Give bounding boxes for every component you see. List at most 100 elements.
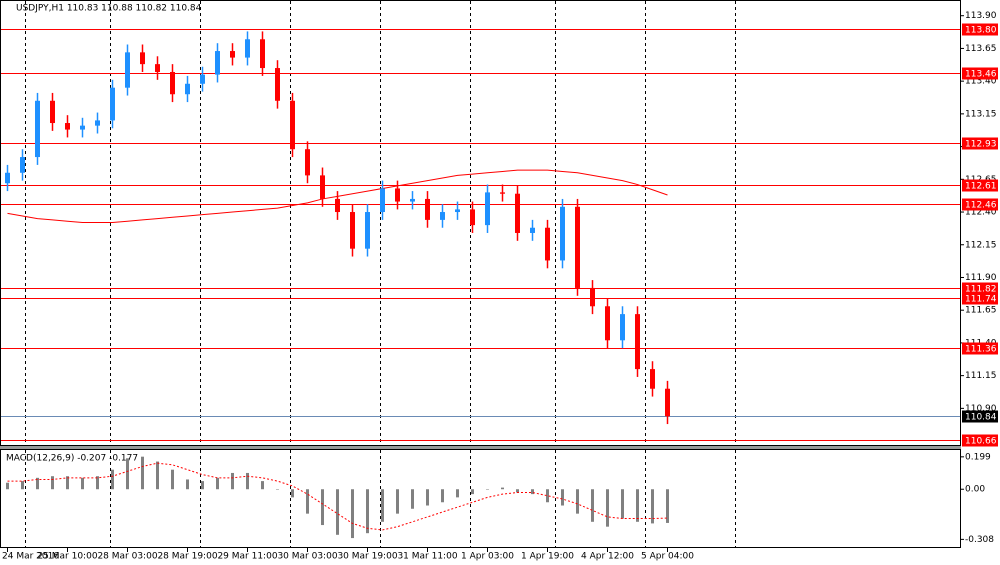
x-tick-label: 30 Mar 03:00	[277, 552, 337, 562]
candle-body	[95, 120, 100, 126]
candle-body	[155, 64, 160, 72]
macd-bar	[81, 477, 84, 490]
level-tag	[962, 292, 998, 305]
x-tick-label: 1 Apr 03:00	[461, 552, 514, 562]
level-label: 111.82	[965, 285, 997, 295]
y-tick-label: 113.65	[965, 44, 997, 54]
macd-bar	[96, 476, 99, 490]
level-tag	[962, 67, 998, 80]
x-tick-label: 31 Mar 11:00	[397, 552, 457, 562]
candle-body	[80, 125, 85, 130]
level-tag	[962, 198, 998, 211]
last-price-label: 110.84	[965, 413, 997, 423]
macd-bar	[501, 487, 504, 490]
x-tick-label: 24 Mar 2016	[2, 552, 59, 562]
y-tick-label: 111.65	[965, 306, 997, 316]
candle-body	[590, 287, 595, 307]
last-price-tag	[962, 410, 998, 423]
macd-bar	[456, 489, 459, 498]
candle-body	[485, 192, 490, 226]
candle-body	[215, 51, 220, 75]
macd-bar	[126, 458, 129, 490]
macd-bar	[201, 481, 204, 490]
macd-bar	[141, 456, 144, 490]
y-tick-label: 113.15	[965, 109, 997, 119]
candle-body	[560, 206, 565, 261]
macd-bar	[516, 489, 519, 493]
candle-body	[380, 188, 385, 213]
macd-y-tick-label: 0.199	[965, 452, 991, 462]
macd-bar	[441, 489, 444, 503]
macd-bar	[231, 472, 234, 490]
candle-body	[230, 51, 235, 58]
macd-bar	[396, 489, 399, 514]
candle-body	[575, 206, 580, 288]
macd-bar	[216, 477, 219, 490]
candle-body	[335, 198, 340, 213]
macd-y-tick-label: 0.00	[965, 485, 985, 495]
macd-bar	[291, 489, 294, 498]
x-tick-label: 28 Mar 03:00	[97, 552, 157, 562]
macd-bar	[21, 481, 24, 490]
macd-bar	[531, 489, 534, 495]
candle-body	[395, 188, 400, 202]
y-tick-label: 113.40	[965, 77, 997, 87]
chart-title: USDJPY,H1 110.83 110.88 110.82 110.84	[16, 4, 202, 14]
candle-body	[440, 212, 445, 220]
macd-bar	[381, 489, 384, 522]
candle-body	[455, 209, 460, 213]
x-tick-label: 28 Mar 19:00	[157, 552, 217, 562]
macd-bar	[561, 489, 564, 506]
macd-bar	[111, 469, 114, 490]
macd-bar	[426, 489, 429, 506]
candle-body	[35, 100, 40, 158]
candle-body	[350, 212, 355, 249]
y-tick-label: 110.90	[965, 404, 997, 414]
level-label: 111.36	[965, 345, 997, 355]
y-tick-label: 112.15	[965, 240, 997, 250]
macd-bar	[651, 489, 654, 524]
candle-body	[290, 100, 295, 150]
candle-body	[275, 68, 280, 101]
candle-body	[470, 209, 475, 226]
candle-body	[545, 227, 550, 261]
level-label: 113.80	[965, 26, 997, 36]
level-label: 111.74	[965, 295, 997, 305]
macd-signal	[7, 462, 668, 531]
macd-bar	[576, 489, 579, 514]
y-tick-label: 111.15	[965, 371, 997, 381]
candle-body	[20, 157, 25, 173]
level-label: 112.93	[965, 140, 997, 150]
macd-title: MACD(12,26,9) -0.207 -0.177	[6, 454, 138, 464]
level-tag	[962, 179, 998, 192]
x-tick-label: 5 Apr 04:00	[641, 552, 694, 562]
pane-separator	[0, 446, 961, 449]
macd-bar	[246, 472, 249, 490]
macd-pane	[0, 449, 961, 548]
level-tag	[962, 342, 998, 355]
candle-body	[110, 87, 115, 121]
macd-bar	[261, 481, 264, 490]
y-tick-label: 111.90	[965, 273, 997, 283]
macd-bar	[66, 476, 69, 490]
macd-bar	[336, 489, 339, 535]
level-tag	[962, 282, 998, 295]
level-tag	[962, 137, 998, 150]
candle-body	[245, 39, 250, 58]
candle-body	[50, 100, 55, 124]
macd-y-tick-label: -0.308	[965, 535, 994, 545]
macd-bar	[36, 477, 39, 490]
y-tick-label: 112.40	[965, 208, 997, 218]
x-tick-label: 4 Apr 12:00	[581, 552, 634, 562]
candle-body	[365, 212, 370, 249]
macd-bar	[156, 461, 159, 490]
main-pane	[0, 0, 961, 446]
level-tag	[962, 434, 998, 447]
macd-bar	[666, 489, 669, 523]
y-tick-label: 113.90	[965, 11, 997, 21]
candle-body	[65, 123, 70, 130]
macd-bar	[636, 489, 639, 522]
candle-body	[410, 198, 415, 202]
